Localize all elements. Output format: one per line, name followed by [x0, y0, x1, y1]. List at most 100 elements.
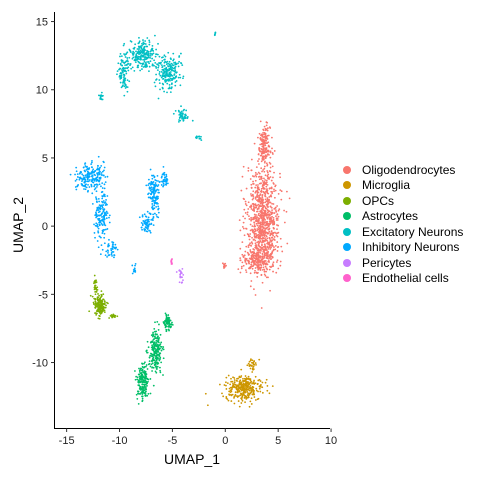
data-point: [139, 381, 142, 383]
data-point: [251, 203, 254, 205]
data-point: [230, 388, 233, 391]
data-point: [254, 197, 257, 200]
data-point: [102, 215, 105, 218]
data-point: [271, 385, 274, 387]
data-point: [259, 154, 262, 157]
data-point: [151, 47, 154, 50]
data-point: [234, 391, 237, 394]
data-point: [248, 218, 251, 220]
data-point: [140, 45, 143, 48]
data-point: [233, 383, 236, 386]
data-point: [94, 281, 97, 284]
data-point: [250, 169, 253, 172]
data-point: [100, 213, 103, 215]
data-point: [250, 251, 253, 254]
data-point: [93, 232, 96, 234]
data-point: [95, 287, 97, 289]
data-point: [163, 90, 166, 93]
data-point: [269, 239, 272, 242]
data-point: [148, 360, 151, 363]
data-point: [158, 323, 160, 326]
data-point: [94, 174, 97, 177]
data-point: [280, 190, 283, 193]
data-point: [249, 359, 252, 362]
data-point: [85, 183, 87, 186]
data-point: [251, 267, 254, 270]
data-point: [140, 46, 143, 49]
data-point: [270, 179, 273, 182]
data-point: [266, 254, 269, 257]
y-tick-label: 15: [36, 17, 48, 29]
data-point: [138, 36, 140, 39]
data-point: [178, 110, 180, 113]
data-point: [179, 115, 182, 118]
data-point: [277, 215, 280, 218]
data-point: [96, 296, 99, 299]
data-point: [262, 216, 264, 219]
data-point: [101, 200, 103, 203]
data-point: [185, 109, 188, 112]
data-point: [268, 199, 271, 201]
data-point: [140, 65, 143, 68]
data-point: [178, 281, 181, 284]
data-point: [182, 279, 184, 281]
data-point: [102, 220, 105, 223]
data-point: [286, 242, 289, 245]
data-point: [155, 48, 158, 51]
data-point: [154, 337, 157, 340]
data-point: [128, 48, 131, 51]
data-point: [165, 175, 168, 178]
data-point: [104, 228, 107, 231]
data-point: [264, 240, 266, 243]
data-point: [168, 84, 171, 86]
data-point: [167, 322, 170, 325]
data-point: [152, 224, 155, 227]
data-point: [255, 219, 258, 222]
series-endothelial-cells: [170, 258, 174, 265]
data-point: [157, 205, 160, 208]
data-point: [261, 256, 264, 259]
data-point: [145, 383, 147, 386]
data-point: [150, 193, 152, 195]
data-point: [101, 218, 104, 221]
data-point: [261, 269, 264, 271]
data-point: [245, 228, 248, 230]
data-point: [181, 115, 184, 118]
data-point: [159, 356, 162, 359]
data-point: [155, 213, 158, 216]
data-point: [178, 270, 181, 272]
data-point: [119, 67, 122, 70]
data-point: [253, 232, 256, 235]
legend-label: Astrocytes: [362, 209, 419, 224]
data-point: [253, 213, 256, 216]
data-point: [125, 64, 128, 66]
data-point: [100, 295, 103, 298]
data-point: [93, 185, 96, 188]
data-point: [165, 173, 168, 176]
data-point: [91, 177, 94, 179]
data-point: [82, 174, 85, 177]
data-point: [267, 173, 270, 176]
data-point: [261, 184, 264, 187]
data-point: [157, 191, 160, 194]
data-point: [251, 209, 254, 211]
data-point: [104, 176, 107, 178]
data-point: [95, 176, 98, 179]
data-point: [130, 67, 133, 70]
data-point: [244, 217, 246, 220]
legend-item: Oligodendrocytes: [340, 162, 463, 178]
data-point: [100, 174, 103, 176]
data-point: [128, 80, 131, 83]
data-point: [259, 235, 262, 238]
data-point: [99, 214, 102, 217]
data-point: [163, 65, 166, 67]
data-point: [223, 263, 226, 266]
data-point: [253, 234, 256, 236]
data-point: [169, 326, 172, 329]
data-point: [275, 215, 277, 218]
data-point: [136, 376, 139, 379]
data-point: [101, 304, 104, 306]
data-point: [260, 259, 262, 262]
data-point: [177, 65, 180, 68]
data-point: [116, 315, 119, 318]
